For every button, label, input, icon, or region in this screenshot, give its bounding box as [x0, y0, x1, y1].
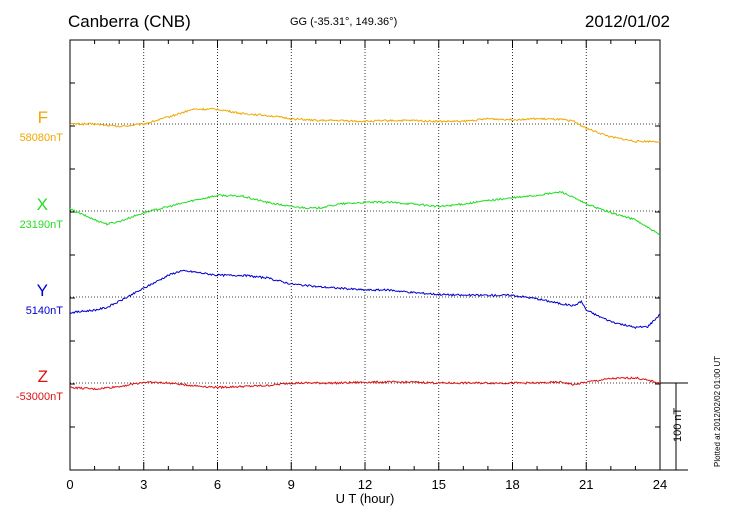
x-tick-label: 12	[357, 477, 373, 492]
x-tick-label: 15	[431, 477, 446, 492]
x-tick-label: 0	[66, 477, 74, 492]
channel-baseline-y: 5140nT	[25, 305, 63, 317]
plotted-timestamp: Plotted at 2012/02/02 01:00 UT	[713, 355, 722, 467]
x-tick-label: 3	[140, 477, 148, 492]
series-line-z	[69, 376, 661, 391]
x-tick-label: 21	[579, 477, 594, 492]
x-tick-label: 24	[652, 477, 668, 492]
station-coordinates: GG (-35.31°, 149.36°)	[290, 16, 398, 28]
channel-baseline-x: 23190nT	[19, 219, 63, 231]
scale-bar-label: 100 nT	[672, 407, 684, 442]
channel-label-z: Z	[37, 367, 48, 386]
channel-baseline-f: 58080nT	[19, 132, 63, 144]
axis-ticks	[69, 40, 661, 470]
channel-label-y: Y	[36, 281, 48, 300]
grid	[70, 40, 660, 470]
x-axis-label: U T (hour)	[335, 491, 395, 506]
channel-label-f: F	[37, 108, 48, 127]
x-tick-label: 9	[287, 477, 295, 492]
series-line-y	[69, 269, 661, 330]
chart-date: 2012/01/02	[584, 12, 670, 31]
channel-baseline-z: -53000nT	[15, 391, 63, 403]
plot-frame	[69, 39, 661, 471]
series-line-f	[69, 107, 661, 144]
series-line-x	[69, 190, 661, 236]
x-tick-label: 6	[213, 477, 222, 492]
station-title: Canberra (CNB)	[68, 12, 191, 31]
scale-bar	[660, 382, 688, 471]
x-tick-label: 18	[505, 477, 520, 492]
channel-label-x: X	[36, 195, 48, 214]
series-group	[69, 107, 661, 391]
